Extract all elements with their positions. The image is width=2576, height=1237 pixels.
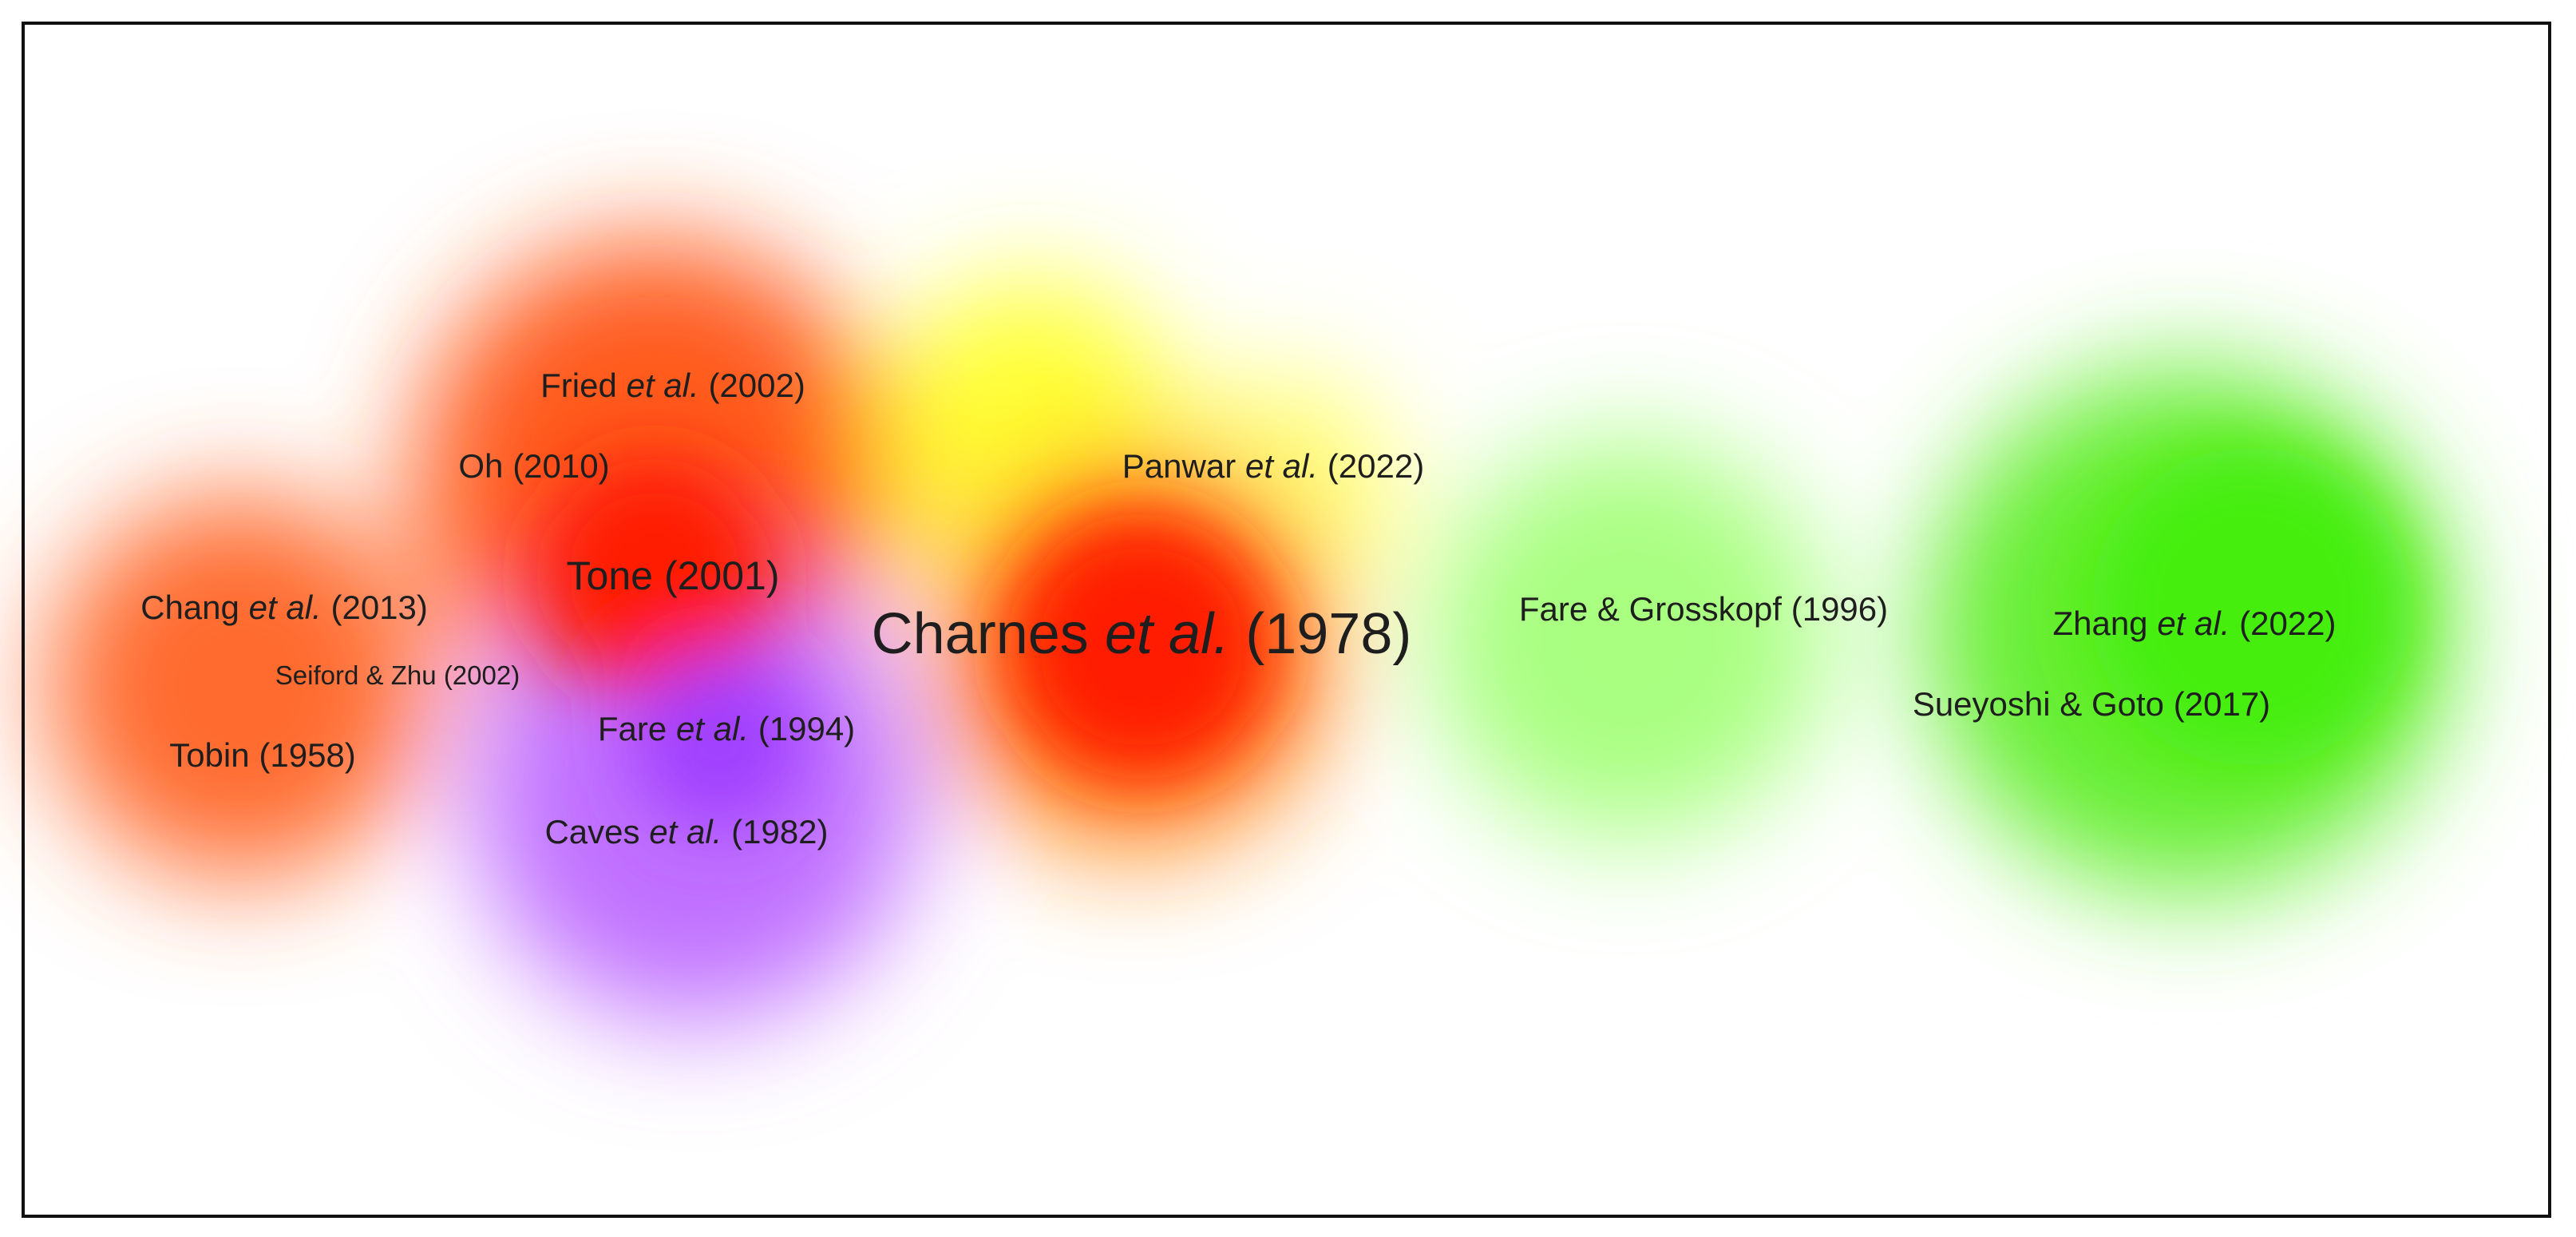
node-label: Zhang et al. (2022)	[2052, 605, 2336, 642]
label-part: (2010)	[512, 447, 609, 485]
density-blobs	[48, 240, 2451, 1022]
label-part: et al.	[627, 367, 699, 404]
label-part: (1958)	[259, 736, 355, 774]
label-part: (2017)	[2174, 685, 2270, 723]
density-cores	[535, 447, 2411, 831]
node-label: Charnes et al. (1978)	[872, 602, 1412, 666]
label-part: Tobin	[169, 736, 249, 774]
label-part: (1978)	[1245, 602, 1411, 666]
node-label: Tone (2001)	[567, 553, 780, 598]
label-part: (2022)	[1328, 447, 1424, 485]
label-part: et al.	[1105, 602, 1229, 666]
node-label: Fried et al. (2002)	[540, 367, 805, 404]
label-part: Oh	[458, 447, 503, 485]
label-part: Charnes	[872, 602, 1089, 666]
label-part: (1996)	[1791, 590, 1888, 628]
node-label: Chang et al. (2013)	[140, 589, 428, 626]
label-part: (2002)	[444, 660, 520, 690]
label-part: Zhang	[2052, 605, 2147, 642]
label-part: Sueyoshi & Goto	[1913, 685, 2164, 723]
label-part: (2001)	[664, 553, 780, 598]
label-part: Panwar	[1122, 447, 1236, 485]
label-part: et al.	[249, 589, 322, 626]
label-part: (1994)	[758, 710, 855, 747]
label-part: (2013)	[330, 589, 427, 626]
node-label: Tobin (1958)	[169, 736, 356, 774]
node-label: Seiford & Zhu (2002)	[275, 660, 520, 690]
node-label: Sueyoshi & Goto (2017)	[1913, 685, 2270, 723]
blob	[2091, 447, 2411, 767]
label-part: et al.	[676, 710, 749, 747]
blob	[48, 495, 431, 878]
label-part: (2002)	[708, 367, 805, 404]
label-part: et al.	[649, 813, 722, 850]
blob	[631, 655, 806, 831]
label-part: (1982)	[731, 813, 828, 850]
node-label: Fare & Grosskopf (1996)	[1519, 590, 1888, 628]
label-part: Fare	[598, 710, 667, 747]
blob	[535, 455, 774, 695]
label-part: et al.	[1245, 447, 1318, 485]
labels: Fried et al. (2002)Oh (2010) Panwar et al. (20…	[140, 367, 2336, 850]
node-label: Caves et al. (1982)	[544, 813, 828, 850]
label-part: Caves	[544, 813, 639, 850]
label-part: Tone	[567, 553, 653, 598]
node-label: Fare et al. (1994)	[598, 710, 855, 747]
node-label: Oh (2010)	[458, 447, 609, 485]
label-part: et al.	[2157, 605, 2230, 642]
frame	[22, 22, 2551, 1218]
label-part: Seiford & Zhu	[275, 660, 437, 690]
label-part: Chang	[140, 589, 239, 626]
node-label: Panwar et al. (2022)	[1122, 447, 1424, 485]
label-part: Fried	[540, 367, 617, 404]
label-part: (2022)	[2239, 605, 2336, 642]
label-part: Fare & Grosskopf	[1519, 590, 1782, 628]
blob	[1006, 511, 1277, 783]
blob	[1429, 439, 1828, 839]
